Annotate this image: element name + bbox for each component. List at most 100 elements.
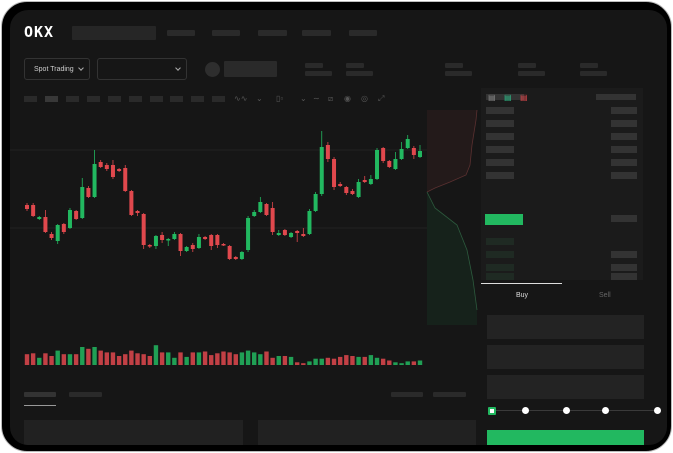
interval-button[interactable] — [212, 96, 225, 102]
settings-icon[interactable]: ◎ — [361, 94, 368, 103]
ask-amount — [611, 146, 637, 153]
bid-price[interactable] — [486, 251, 514, 258]
volume-bar — [405, 361, 410, 365]
ask-price[interactable] — [486, 107, 514, 114]
orderbook-both-icon[interactable]: ▤ — [488, 93, 496, 102]
candle — [332, 157, 337, 190]
ask-amount — [611, 133, 637, 140]
market-type-dropdown[interactable]: Spot Trading — [24, 58, 90, 80]
candle — [196, 234, 201, 249]
ask-price[interactable] — [486, 159, 514, 166]
slider-step-25[interactable] — [522, 407, 529, 414]
draw-line-icon[interactable]: ∼ — [313, 94, 320, 103]
volume-bar — [387, 360, 392, 365]
interval-button[interactable] — [24, 96, 37, 102]
interval-icon[interactable]: ▯▫ — [276, 94, 284, 103]
stat-label — [518, 63, 536, 68]
tab-order-history[interactable] — [69, 392, 102, 397]
candle — [399, 142, 404, 160]
interval-button[interactable] — [191, 96, 204, 102]
nav-item[interactable] — [302, 30, 331, 36]
pair-dropdown[interactable] — [97, 58, 187, 80]
interval-button[interactable] — [108, 96, 121, 102]
price-chart[interactable] — [10, 10, 667, 445]
candle-body — [411, 148, 416, 155]
volume-bar — [252, 352, 257, 365]
interval-button[interactable] — [129, 96, 142, 102]
volume-bar — [319, 358, 324, 365]
ask-price[interactable] — [486, 172, 514, 179]
filter-button[interactable] — [433, 392, 466, 397]
interval-button[interactable] — [170, 96, 183, 102]
candle — [368, 175, 373, 185]
volume-bar — [227, 352, 232, 365]
nav-item[interactable] — [349, 30, 377, 36]
indicator-icon[interactable]: ∿∿ — [234, 94, 248, 103]
candle-body — [344, 187, 349, 193]
search-bar[interactable] — [72, 26, 156, 40]
bid-price[interactable] — [486, 264, 514, 271]
candle — [104, 163, 109, 171]
price-input[interactable] — [487, 315, 644, 339]
filter-button[interactable] — [391, 392, 423, 397]
slider-step-50[interactable] — [563, 407, 570, 414]
amount-input[interactable] — [487, 345, 644, 369]
total-input[interactable] — [487, 375, 644, 399]
slider-step-75[interactable] — [602, 407, 609, 414]
candle — [153, 235, 158, 249]
interval-button[interactable] — [66, 96, 79, 102]
buy-button[interactable] — [487, 430, 644, 445]
chevron-down-icon[interactable]: ⌄ — [300, 94, 307, 103]
nav-item[interactable] — [212, 30, 240, 36]
candle-body — [153, 236, 158, 246]
candle — [233, 256, 238, 260]
candle-body — [123, 168, 128, 191]
ask-price[interactable] — [486, 146, 514, 153]
ask-price[interactable] — [486, 120, 514, 127]
amount-slider-handle[interactable] — [488, 407, 496, 415]
volume-bar — [196, 352, 202, 365]
candle-body — [332, 159, 337, 187]
volume-bar — [110, 352, 116, 365]
fullscreen-icon[interactable]: ⤢ — [378, 94, 385, 103]
orderbook-buy-icon[interactable]: ▤ — [504, 93, 512, 102]
camera-icon[interactable]: ◉ — [344, 94, 351, 103]
candle — [282, 229, 287, 236]
candle — [55, 224, 60, 244]
volume-bar — [55, 350, 60, 365]
nav-item[interactable] — [258, 30, 287, 36]
chart-type-icon[interactable]: ⌄ — [256, 94, 263, 103]
volume-bar — [159, 352, 165, 365]
volume-bar — [67, 354, 73, 365]
candle — [110, 160, 115, 179]
candle-body — [98, 162, 103, 167]
candle-body — [313, 194, 318, 211]
slider-step-100[interactable] — [654, 407, 661, 414]
interval-button[interactable] — [87, 96, 100, 102]
interval-button[interactable] — [45, 96, 58, 102]
candle-body — [405, 139, 410, 148]
candle — [350, 189, 355, 195]
interval-button[interactable] — [150, 96, 163, 102]
orderbook-sell-icon[interactable]: ▤ — [520, 93, 528, 102]
active-tab-underline — [24, 405, 56, 406]
depth-bids-line — [426, 191, 478, 311]
volume-bar — [270, 357, 275, 365]
candle — [141, 213, 146, 249]
bid-price[interactable] — [486, 238, 514, 245]
candle — [209, 234, 214, 250]
tab-sell[interactable]: Sell — [599, 292, 611, 299]
amount-slider-track[interactable] — [492, 410, 658, 411]
candle — [252, 210, 257, 217]
candle-body — [350, 191, 355, 194]
tab-open-orders[interactable] — [24, 392, 56, 397]
nav-item[interactable] — [167, 30, 195, 36]
tab-buy[interactable]: Buy — [516, 292, 529, 299]
pair-price — [224, 61, 277, 77]
okx-logo[interactable]: OKX — [24, 23, 55, 41]
candle-body — [55, 225, 60, 241]
bid-amount — [611, 264, 637, 271]
ruler-icon[interactable]: ⧄ — [328, 94, 334, 103]
bid-price[interactable] — [486, 273, 514, 280]
ask-price[interactable] — [486, 133, 514, 140]
